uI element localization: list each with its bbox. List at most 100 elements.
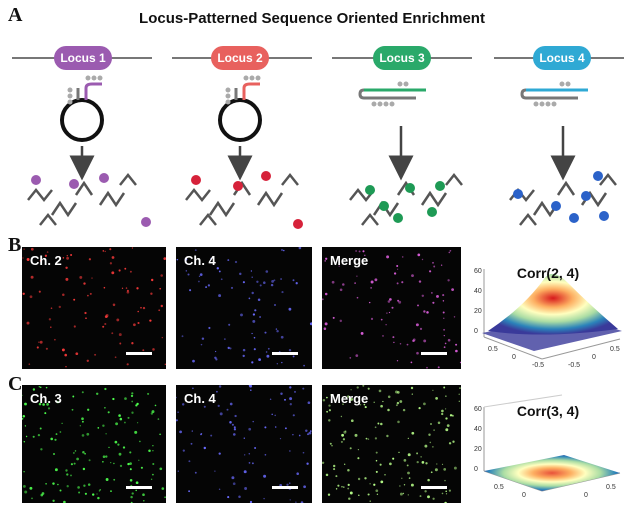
dots-c-2 <box>176 385 312 503</box>
speckle <box>138 459 140 462</box>
dots-b-3 <box>322 249 461 369</box>
speckle <box>232 433 236 436</box>
speckle <box>375 489 379 493</box>
speckle <box>385 324 387 326</box>
speckle <box>157 418 160 420</box>
speckle <box>22 484 26 488</box>
speckle <box>325 257 328 260</box>
speckle <box>358 494 360 497</box>
speckle <box>449 249 452 252</box>
speckle <box>296 472 299 475</box>
speckle <box>354 282 356 284</box>
speckle <box>22 394 23 397</box>
speckle <box>218 488 221 490</box>
speckle <box>380 318 383 321</box>
speckle <box>397 268 399 270</box>
speckle <box>445 493 448 495</box>
speckle <box>91 277 93 279</box>
speckle <box>194 471 197 474</box>
speckle <box>397 299 400 302</box>
speckle <box>161 487 165 490</box>
speckle <box>36 346 39 349</box>
speckle <box>395 390 398 394</box>
speckle <box>150 292 153 295</box>
speckle <box>252 313 256 316</box>
speckle <box>350 397 353 401</box>
speckle <box>455 349 458 353</box>
speckle <box>135 481 139 485</box>
speckle <box>386 434 389 438</box>
speckle <box>359 403 362 406</box>
speckle <box>407 453 411 457</box>
speckle <box>248 453 251 455</box>
speckle <box>151 473 154 476</box>
speckle <box>432 301 435 304</box>
speckle <box>328 409 331 412</box>
speckle <box>288 348 292 352</box>
speckle <box>50 437 54 441</box>
speckle <box>424 490 427 493</box>
speckle <box>82 450 85 454</box>
speckle <box>280 392 283 396</box>
speckle <box>292 433 294 436</box>
speckle <box>83 282 86 285</box>
speckle <box>303 364 305 367</box>
speckle <box>229 421 232 424</box>
speckle <box>305 429 308 432</box>
speckle <box>243 470 247 474</box>
speckle <box>131 342 134 345</box>
speckle <box>55 433 58 436</box>
speckle <box>424 444 428 448</box>
speckle <box>111 332 114 335</box>
speckle <box>343 430 347 434</box>
channel-label: Ch. 2 <box>30 253 62 268</box>
speckle <box>340 440 343 443</box>
speckle <box>273 279 276 282</box>
speckle <box>433 265 436 268</box>
speckle <box>279 437 282 440</box>
speckle <box>441 412 444 416</box>
speckle <box>364 406 367 409</box>
speckle <box>38 402 42 406</box>
speckle <box>416 452 419 455</box>
speckle <box>407 471 410 475</box>
speckle <box>231 423 234 426</box>
speckle <box>72 395 75 398</box>
speckle <box>252 420 254 423</box>
speckle <box>412 339 415 342</box>
channel-label: Ch. 4 <box>184 253 216 268</box>
figure-title: Locus-Patterned Sequence Oriented Enrich… <box>139 10 485 27</box>
speckle <box>370 280 374 284</box>
speckle <box>48 318 52 321</box>
speckle <box>331 280 335 284</box>
speckle <box>357 477 361 481</box>
scale-bar <box>421 486 447 489</box>
speckle <box>150 278 154 282</box>
speckle <box>109 248 112 251</box>
speckle <box>380 480 384 484</box>
speckle <box>428 433 431 437</box>
speckle <box>257 298 261 301</box>
speckle <box>248 427 252 431</box>
speckle <box>227 259 230 262</box>
speckle <box>446 424 450 427</box>
speckle <box>421 258 424 261</box>
speckle <box>59 431 62 433</box>
speckle <box>298 247 302 250</box>
hairpin-probe-icon-1 <box>60 75 104 142</box>
speckle <box>444 501 447 503</box>
channel-label: Merge <box>330 253 369 268</box>
speckle <box>289 403 292 406</box>
speckle <box>402 492 405 495</box>
speckle <box>44 412 47 415</box>
speckle <box>129 451 132 454</box>
speckle <box>179 430 182 434</box>
speckle <box>338 265 340 267</box>
speckle <box>288 307 292 311</box>
speckle <box>379 463 382 466</box>
speckle <box>104 250 106 253</box>
beads-locus-2 <box>191 171 303 229</box>
speckle <box>310 430 312 432</box>
speckle <box>126 363 129 366</box>
speckle <box>355 250 358 252</box>
